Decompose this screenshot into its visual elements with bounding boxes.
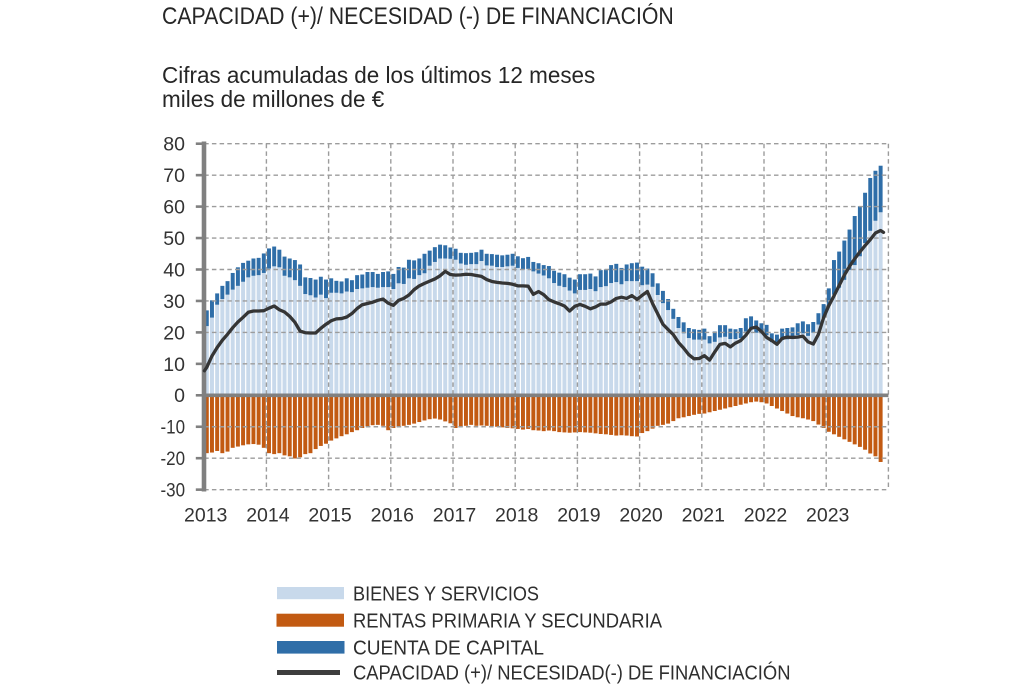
svg-text:2022: 2022 — [744, 505, 787, 527]
svg-text:2015: 2015 — [308, 505, 352, 527]
svg-text:10: 10 — [163, 354, 185, 376]
svg-text:BIENES Y SERVICIOS: BIENES Y SERVICIOS — [353, 584, 539, 606]
svg-text:70: 70 — [163, 165, 185, 187]
svg-text:RENTAS PRIMARIA Y SECUNDARIA: RENTAS PRIMARIA Y SECUNDARIA — [353, 611, 662, 633]
svg-text:2018: 2018 — [495, 505, 538, 527]
svg-text:50: 50 — [163, 228, 185, 250]
svg-text:2017: 2017 — [433, 505, 476, 527]
svg-text:60: 60 — [163, 197, 185, 219]
svg-text:2013: 2013 — [184, 505, 227, 527]
svg-text:2019: 2019 — [557, 505, 600, 527]
svg-text:40: 40 — [163, 259, 185, 281]
svg-text:CUENTA DE CAPITAL: CUENTA DE CAPITAL — [353, 638, 544, 660]
svg-text:0: 0 — [174, 385, 185, 407]
svg-text:20: 20 — [163, 322, 185, 344]
svg-text:30: 30 — [163, 291, 185, 313]
svg-text:2014: 2014 — [246, 505, 290, 527]
svg-text:-20: -20 — [161, 448, 186, 470]
svg-text:-30: -30 — [161, 480, 186, 502]
svg-text:CAPACIDAD (+)/ NECESIDAD(-) DE: CAPACIDAD (+)/ NECESIDAD(-) DE FINANCIAC… — [353, 662, 791, 685]
svg-text:2020: 2020 — [619, 505, 663, 527]
svg-text:2023: 2023 — [806, 505, 849, 527]
svg-text:2016: 2016 — [371, 505, 414, 527]
svg-text:2021: 2021 — [682, 505, 725, 527]
svg-text:80: 80 — [163, 134, 185, 156]
svg-text:-10: -10 — [161, 417, 186, 439]
